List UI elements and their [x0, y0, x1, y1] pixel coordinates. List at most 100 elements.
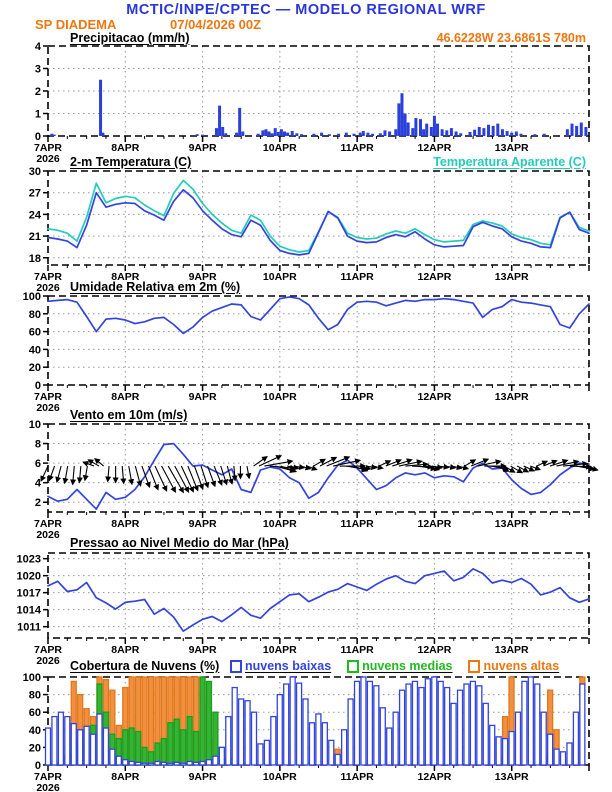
svg-text:8APR: 8APR [111, 142, 139, 154]
svg-text:2026: 2026 [36, 529, 60, 541]
svg-text:27: 27 [29, 188, 41, 200]
svg-text:24: 24 [29, 209, 42, 221]
svg-text:8APR: 8APR [111, 644, 139, 656]
svg-text:8APR: 8APR [111, 518, 139, 530]
svg-text:10APR: 10APR [263, 142, 297, 154]
svg-text:80: 80 [29, 690, 41, 702]
svg-text:7APR: 7APR [34, 771, 62, 783]
svg-text:18: 18 [29, 253, 41, 265]
svg-text:2: 2 [35, 86, 41, 98]
svg-text:4: 4 [35, 41, 42, 53]
svg-text:11APR: 11APR [341, 771, 375, 783]
svg-text:3: 3 [35, 64, 41, 76]
svg-text:80: 80 [29, 309, 41, 321]
svg-text:13APR: 13APR [495, 142, 529, 154]
svg-text:12APR: 12APR [417, 771, 451, 783]
legend-item-mid-clouds: nuvens medias [347, 659, 452, 673]
svg-text:10APR: 10APR [263, 644, 297, 656]
svg-text:7APR: 7APR [34, 142, 62, 154]
svg-text:12APR: 12APR [417, 271, 451, 283]
legend-item-high-clouds: nuvens altas [468, 659, 559, 673]
svg-text:7APR: 7APR [34, 518, 62, 530]
svg-text:2026: 2026 [36, 782, 60, 792]
svg-text:20: 20 [29, 742, 41, 754]
svg-text:1011: 1011 [17, 622, 41, 634]
svg-text:1014: 1014 [17, 605, 42, 617]
svg-text:9APR: 9APR [189, 644, 217, 656]
svg-text:8APR: 8APR [111, 771, 139, 783]
svg-text:10APR: 10APR [263, 271, 297, 283]
svg-text:9APR: 9APR [189, 771, 217, 783]
svg-text:9APR: 9APR [189, 518, 217, 530]
svg-text:60: 60 [29, 327, 41, 339]
svg-text:8: 8 [35, 439, 41, 451]
svg-text:30: 30 [29, 166, 41, 178]
model-run-datetime: 07/04/2026 00Z [170, 17, 262, 32]
svg-text:1017: 1017 [17, 588, 41, 600]
svg-text:7APR: 7APR [34, 271, 62, 283]
svg-text:100: 100 [23, 291, 41, 303]
panel-title-pressure: Pressao ao Nivel Medio do Mar (hPa) [70, 536, 289, 550]
svg-text:2026: 2026 [36, 153, 60, 165]
svg-text:2: 2 [35, 497, 41, 509]
svg-text:40: 40 [29, 344, 41, 356]
svg-text:8APR: 8APR [111, 391, 139, 403]
high-clouds-square-icon [468, 659, 481, 673]
svg-text:21: 21 [29, 231, 41, 243]
station-name: SP DIADEMA [35, 17, 117, 32]
svg-text:9APR: 9APR [189, 391, 217, 403]
svg-text:9APR: 9APR [189, 271, 217, 283]
svg-text:11APR: 11APR [341, 142, 375, 154]
mid-clouds-square-icon [347, 659, 360, 673]
legend-label-high-clouds: nuvens altas [483, 659, 560, 673]
svg-text:60: 60 [29, 707, 41, 719]
svg-text:100: 100 [23, 672, 41, 684]
svg-text:4: 4 [35, 478, 42, 490]
panel-title-precipitation: Precipitacao (mm/h) [70, 31, 190, 45]
panel-title-temperature: 2-m Temperatura (C) [70, 155, 192, 169]
svg-text:13APR: 13APR [495, 644, 529, 656]
svg-text:12APR: 12APR [417, 142, 451, 154]
svg-text:8APR: 8APR [111, 271, 139, 283]
panel-title-humidity: Umidade Relativa em 2m (%) [70, 280, 241, 294]
svg-text:0: 0 [35, 760, 41, 772]
clouds-legend: nuvens baixas nuvens medias nuvens altas [230, 659, 559, 673]
panel-title-wind: Vento em 10m (m/s) [70, 408, 188, 422]
svg-text:10: 10 [29, 419, 41, 431]
svg-text:40: 40 [29, 725, 41, 737]
svg-text:2026: 2026 [36, 282, 60, 294]
svg-text:0: 0 [35, 380, 41, 392]
low-clouds-square-icon [230, 659, 242, 673]
svg-text:11APR: 11APR [341, 644, 375, 656]
svg-text:7APR: 7APR [34, 644, 62, 656]
location-coordinates: 46.6228W 23.6861S 780m [436, 31, 586, 45]
legend-item-low-clouds: nuvens baixas [230, 659, 331, 673]
page-title: MCTIC/INPE/CPTEC — MODELO REGIONAL WRF [126, 2, 486, 18]
svg-text:9APR: 9APR [189, 142, 217, 154]
svg-text:11APR: 11APR [341, 518, 375, 530]
svg-text:12APR: 12APR [417, 644, 451, 656]
svg-text:13APR: 13APR [495, 518, 529, 530]
svg-text:13APR: 13APR [495, 391, 529, 403]
svg-text:6: 6 [35, 458, 41, 470]
svg-text:1023: 1023 [17, 554, 41, 566]
legend-label-mid-clouds: nuvens medias [362, 659, 453, 673]
svg-text:0: 0 [35, 131, 41, 143]
svg-text:13APR: 13APR [495, 271, 529, 283]
svg-text:13APR: 13APR [495, 771, 529, 783]
svg-text:10APR: 10APR [263, 518, 297, 530]
svg-text:11APR: 11APR [341, 271, 375, 283]
svg-text:2026: 2026 [36, 655, 60, 667]
svg-text:11APR: 11APR [341, 391, 375, 403]
panel-title-clouds: Cobertura de Nuvens (%) [70, 659, 220, 673]
legend-label-low-clouds: nuvens baixas [245, 659, 332, 673]
svg-text:20: 20 [29, 362, 41, 374]
svg-text:7APR: 7APR [34, 391, 62, 403]
svg-text:12APR: 12APR [417, 518, 451, 530]
svg-text:1: 1 [35, 109, 41, 121]
svg-text:2026: 2026 [36, 402, 60, 414]
svg-text:10APR: 10APR [263, 771, 297, 783]
svg-text:10APR: 10APR [263, 391, 297, 403]
svg-text:1020: 1020 [17, 571, 41, 583]
